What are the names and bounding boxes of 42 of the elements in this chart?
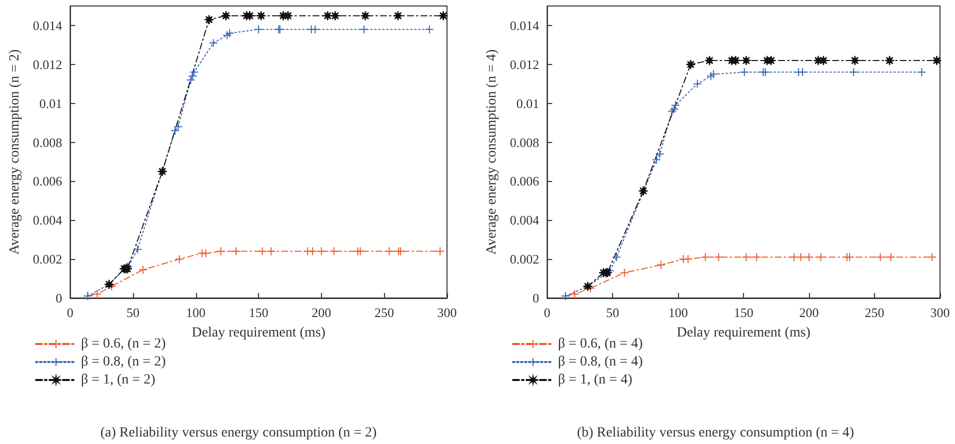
y-tick-label: 0.012 (510, 56, 540, 72)
x-tick-label: 200 (799, 305, 819, 320)
y-tick-label: 0.006 (32, 174, 63, 189)
y-tick-label: 0 (532, 290, 540, 306)
x-tick-label: 150 (248, 305, 268, 320)
legend-label: β = 0.6, (n = 4) (558, 336, 644, 352)
x-tick-label: 300 (437, 305, 457, 320)
y-tick-label: 0.002 (510, 252, 540, 267)
x-tick-label: 50 (606, 305, 620, 320)
y-tick-label: 0.01 (39, 96, 62, 111)
legend-label: β = 0.8, (n = 4) (558, 354, 644, 370)
y-tick-label: 0.004 (510, 212, 540, 228)
y-tick-label: 0.01 (516, 96, 540, 111)
legend-label: β = 1, (n = 4) (558, 372, 633, 388)
y-tick-label: 0.002 (32, 252, 62, 267)
x-tick-label: 0 (544, 305, 550, 320)
y-tick-label: 0 (56, 290, 62, 306)
y-tick-label: 0.014 (32, 18, 63, 33)
x-tick-label: 50 (126, 305, 140, 320)
x-tick-label: 0 (66, 305, 74, 320)
y-tick-label: 0.008 (32, 134, 62, 150)
y-tick-label: 0.008 (510, 134, 540, 150)
legend-label: β = 1, (n = 2) (81, 372, 156, 388)
text: (a) Reliability versus energy consumption (n = 2) (100, 426, 377, 440)
x-tick-label: 250 (864, 305, 884, 320)
x-tick-label: 150 (734, 305, 754, 320)
text: (b) Reliability versus energy consumption (n = 4) (576, 426, 854, 440)
x-tick-label: 100 (186, 305, 206, 320)
x-tick-label: 100 (668, 305, 688, 320)
y-tick-label: 0.014 (510, 18, 540, 33)
legend-label: β = 0.6, (n = 2) (81, 336, 166, 352)
x-axis-title: Delay requirement (ms) (676, 326, 811, 340)
x-tick-label: 250 (374, 305, 394, 320)
y-axis-title: Average energy consumption (n = 4) (484, 49, 500, 255)
x-tick-label: 200 (312, 305, 332, 320)
y-tick-label: 0.004 (32, 212, 63, 228)
x-axis-title: Delay requirement (ms) (192, 326, 326, 340)
y-axis-title: Average energy consumption (n = 2) (8, 49, 22, 255)
x-tick-label: 300 (930, 305, 950, 320)
y-tick-label: 0.012 (32, 56, 62, 72)
y-tick-label: 0.006 (510, 174, 540, 189)
legend-label: β = 0.8, (n = 2) (81, 354, 166, 370)
